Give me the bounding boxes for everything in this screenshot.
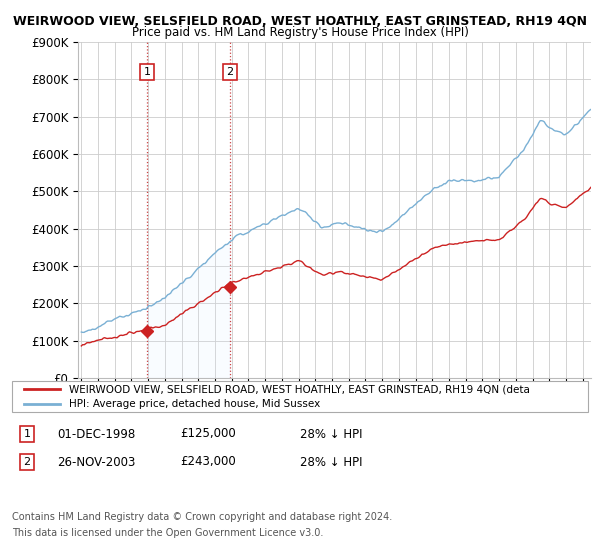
Text: 2: 2 (23, 457, 31, 467)
Text: This data is licensed under the Open Government Licence v3.0.: This data is licensed under the Open Gov… (12, 528, 323, 538)
Text: 26-NOV-2003: 26-NOV-2003 (57, 455, 136, 469)
Text: £125,000: £125,000 (180, 427, 236, 441)
Text: HPI: Average price, detached house, Mid Sussex: HPI: Average price, detached house, Mid … (69, 399, 320, 409)
Text: WEIRWOOD VIEW, SELSFIELD ROAD, WEST HOATHLY, EAST GRINSTEAD, RH19 4QN (deta: WEIRWOOD VIEW, SELSFIELD ROAD, WEST HOAT… (69, 384, 530, 394)
Text: 28% ↓ HPI: 28% ↓ HPI (300, 455, 362, 469)
Text: 01-DEC-1998: 01-DEC-1998 (57, 427, 135, 441)
Text: WEIRWOOD VIEW, SELSFIELD ROAD, WEST HOATHLY, EAST GRINSTEAD, RH19 4QN: WEIRWOOD VIEW, SELSFIELD ROAD, WEST HOAT… (13, 15, 587, 28)
Text: 2: 2 (226, 67, 233, 77)
Text: Price paid vs. HM Land Registry's House Price Index (HPI): Price paid vs. HM Land Registry's House … (131, 26, 469, 39)
Text: 1: 1 (143, 67, 151, 77)
Text: Contains HM Land Registry data © Crown copyright and database right 2024.: Contains HM Land Registry data © Crown c… (12, 512, 392, 522)
Text: £243,000: £243,000 (180, 455, 236, 469)
Text: 1: 1 (23, 429, 31, 439)
Text: 28% ↓ HPI: 28% ↓ HPI (300, 427, 362, 441)
